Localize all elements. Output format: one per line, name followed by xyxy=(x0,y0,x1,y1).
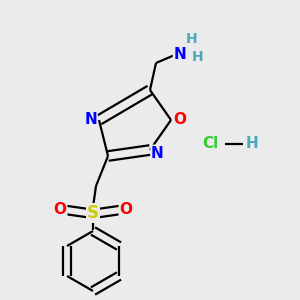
Text: H: H xyxy=(186,32,198,46)
Text: N: N xyxy=(151,146,164,160)
Text: N: N xyxy=(174,46,186,62)
Text: O: O xyxy=(53,202,67,217)
Text: H: H xyxy=(246,136,258,152)
Text: O: O xyxy=(173,112,186,128)
Text: H: H xyxy=(192,50,204,64)
Text: N: N xyxy=(84,112,97,128)
Text: Cl: Cl xyxy=(202,136,218,152)
Text: S: S xyxy=(87,204,99,222)
Text: O: O xyxy=(119,202,133,217)
